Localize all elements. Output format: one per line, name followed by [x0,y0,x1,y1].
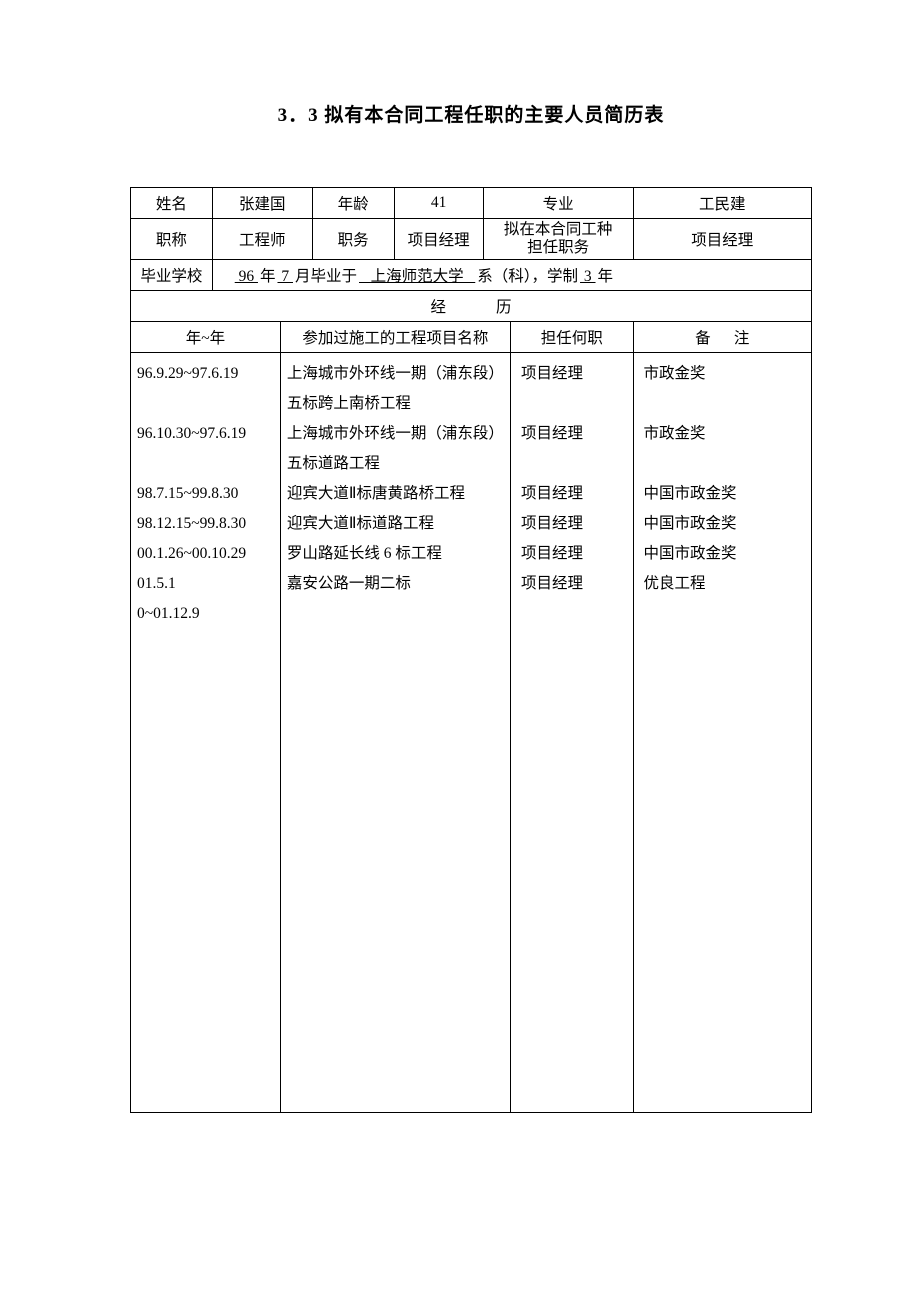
exp-note: 中国市政金奖 [644,479,805,509]
exp-role: 项目经理 [521,479,627,509]
value-name: 张建国 [212,188,312,219]
value-duty: 项目经理 [394,219,483,260]
exp-date: 00.1.26~00.10.29 [137,539,274,569]
page-title: 3．3 拟有本合同工程任职的主要人员简历表 [130,100,812,127]
experience-header-text: 经历 [380,299,561,316]
exp-role: 项目经理 [521,569,627,599]
label-duty: 职务 [312,219,394,260]
resume-table: 姓名 张建国 年龄 41 专业 工民建 职称 工程师 职务 项目经理 拟在本合同… [130,187,812,1113]
exp-note: 市政金奖 [644,359,805,389]
col-year-header: 年~年 [131,322,281,353]
exp-notes-column: 市政金奖 市政金奖 中国市政金奖中国市政金奖中国市政金奖优良工程 [633,353,811,1113]
exp-date: 96.10.30~97.6.19 [137,419,274,449]
label-major: 专业 [483,188,633,219]
exp-note [644,599,805,629]
exp-project: 五标跨上南桥工程 [287,389,504,419]
exp-date: 98.12.15~99.8.30 [137,509,274,539]
exp-project: 迎宾大道Ⅱ标道路工程 [287,509,504,539]
label-title2: 职称 [131,219,213,260]
exp-role [521,599,627,629]
col-note-header-1: 备 [695,330,711,347]
value-age: 41 [394,188,483,219]
col-role-header: 担任何职 [510,322,633,353]
exp-date: 96.9.29~97.6.19 [137,359,274,389]
col-note-header: 备 注 [633,322,811,353]
exp-roles-column: 项目经理 项目经理 项目经理项目经理项目经理项目经理 [510,353,633,1113]
value-title2: 工程师 [212,219,312,260]
exp-role: 项目经理 [521,419,627,449]
value-school-line: 96 年 7 月毕业于 上海师范大学 系（科），学制 3 年 [212,260,811,291]
exp-note: 市政金奖 [644,419,805,449]
exp-project [287,599,504,629]
label-name: 姓名 [131,188,213,219]
value-contract-role: 项目经理 [633,219,811,260]
exp-project: 上海城市外环线一期（浦东段） [287,359,504,389]
experience-header: 经历 [131,291,812,322]
exp-project: 迎宾大道Ⅱ标唐黄路桥工程 [287,479,504,509]
exp-note: 优良工程 [644,569,805,599]
exp-role: 项目经理 [521,509,627,539]
value-major: 工民建 [633,188,811,219]
exp-project: 五标道路工程 [287,449,504,479]
exp-note: 中国市政金奖 [644,509,805,539]
exp-role: 项目经理 [521,539,627,569]
exp-project: 罗山路延长线 6 标工程 [287,539,504,569]
label-age: 年龄 [312,188,394,219]
col-note-header-2: 注 [734,330,750,347]
col-project-header: 参加过施工的工程项目名称 [280,322,510,353]
exp-project: 嘉安公路一期二标 [287,569,504,599]
exp-date: 98.7.15~99.8.30 [137,479,274,509]
exp-role: 项目经理 [521,359,627,389]
label-contract-role: 拟在本合同工种担任职务 [483,219,633,260]
exp-date: 01.5.1 [137,569,274,599]
exp-projects-column: 上海城市外环线一期（浦东段）五标跨上南桥工程上海城市外环线一期（浦东段）五标道路… [280,353,510,1113]
exp-date: 0~01.12.9 [137,599,274,629]
exp-project: 上海城市外环线一期（浦东段） [287,419,504,449]
exp-dates-column: 96.9.29~97.6.19 96.10.30~97.6.19 98.7.15… [131,353,281,1113]
label-school: 毕业学校 [131,260,213,291]
exp-note: 中国市政金奖 [644,539,805,569]
